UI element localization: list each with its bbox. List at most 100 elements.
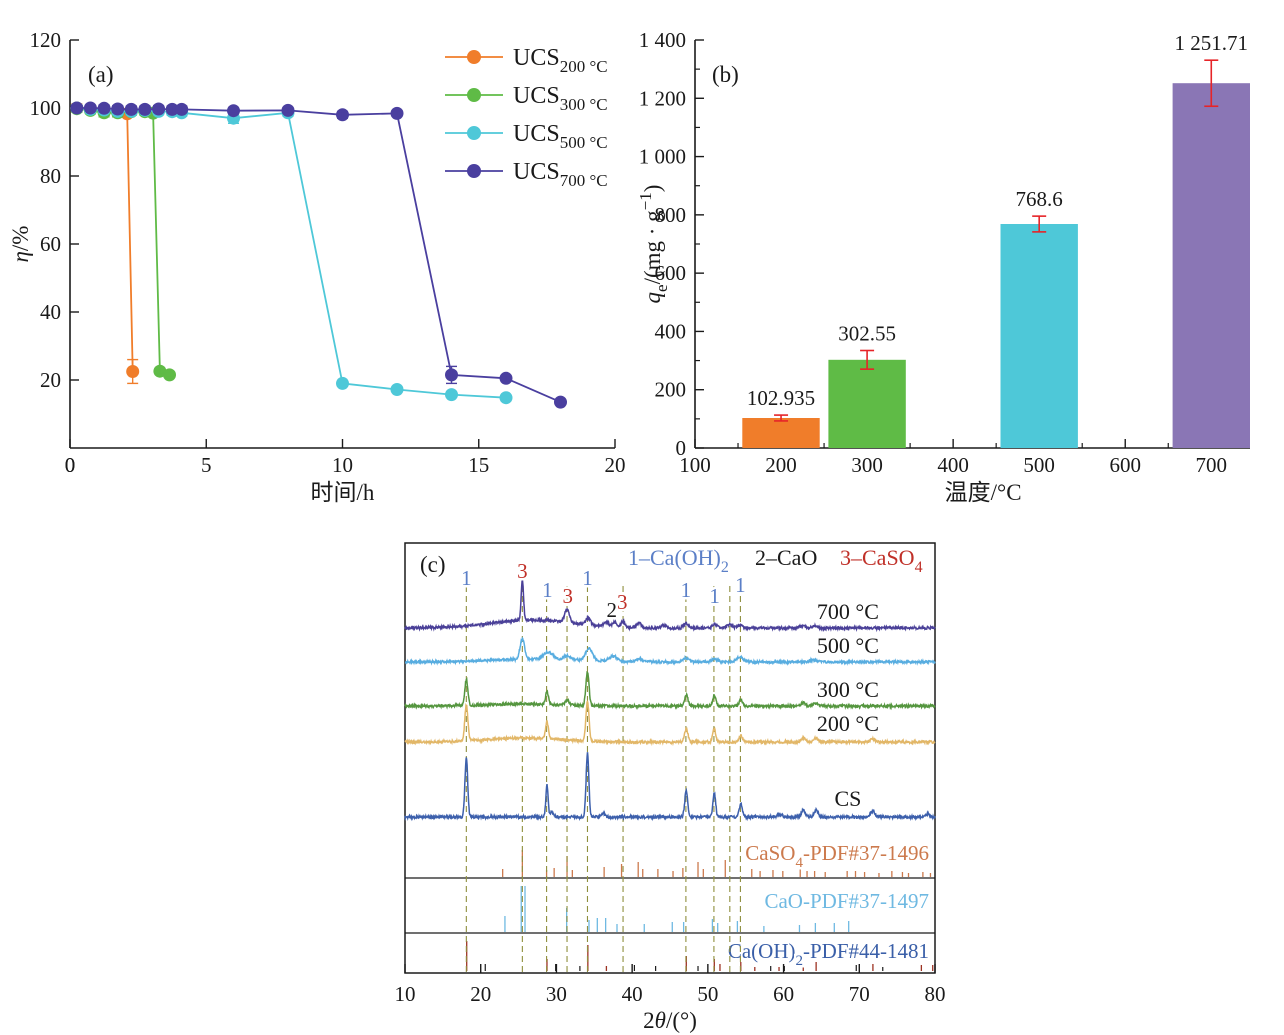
- x-tick-label: 30: [546, 982, 567, 1006]
- y-tick-label: 1 000: [639, 145, 686, 169]
- y-tick-label: 1 200: [639, 86, 686, 110]
- peak-number-label: 3: [563, 584, 574, 608]
- ref-pattern-label: CaSO4-PDF#37-1496: [745, 841, 929, 871]
- bar-group-200: 102.935: [742, 386, 820, 448]
- ref-pattern-Ca(OH)2-PDF44-1481: Ca(OH)2-PDF#44-1481: [466, 937, 934, 972]
- legend-label: UCS700 °C: [513, 159, 608, 190]
- legend-item-UCS-300-°C: UCS300 °C: [445, 83, 608, 114]
- peak-number-label: 3: [517, 559, 528, 583]
- peak-number-label: 1: [461, 566, 472, 590]
- y-tick-label: 400: [655, 319, 687, 343]
- series-UCS-500-°C: [70, 101, 513, 405]
- y-axis-title: qe/(mg · g−1): [636, 185, 671, 304]
- series-line: [76, 107, 561, 403]
- peak-number-label: 1: [709, 584, 720, 608]
- x-tick-label: 400: [937, 453, 969, 477]
- series-line: [76, 107, 507, 399]
- phase-legend-item: 1–Ca(OH)2: [628, 545, 729, 576]
- phase-legend-item: 3–CaSO4: [840, 545, 923, 576]
- x-tick-label: 0: [65, 453, 76, 477]
- peak-number-label: 1: [582, 566, 593, 590]
- legend-item-UCS-700-°C: UCS700 °C: [445, 159, 608, 190]
- legend-label: UCS500 °C: [513, 121, 608, 152]
- legend-label: UCS200 °C: [513, 45, 608, 76]
- x-tick-label: 300: [851, 453, 883, 477]
- series-UCS-200-°C: [70, 101, 140, 385]
- xrd-curve-CS: [404, 752, 936, 822]
- xrd-curve-700-°C: [404, 578, 936, 633]
- y-tick-label: 0: [676, 436, 687, 460]
- x-tick-label: 40: [622, 982, 643, 1006]
- x-tick-label: 0: [65, 453, 76, 477]
- bar-value-label: 102.935: [747, 386, 815, 410]
- x-axis-title: 温度/°C: [945, 480, 1022, 505]
- legend-item-UCS-200-°C: UCS200 °C: [445, 45, 608, 76]
- peak-number-label: 1: [735, 573, 746, 597]
- xrd-curve-300-°C: [404, 670, 936, 711]
- bar-group-500: 768.6: [1000, 187, 1078, 448]
- y-tick-label: 100: [30, 96, 62, 120]
- panel-label-a: (a): [88, 62, 114, 87]
- peak-number-label: 2: [606, 598, 617, 622]
- y-tick-label: 40: [40, 300, 61, 324]
- bar-value-label: 768.6: [1016, 187, 1063, 211]
- bar-value-label: 302.55: [838, 322, 896, 346]
- x-tick-label: 80: [925, 982, 946, 1006]
- series-UCS-700-°C: [70, 101, 567, 409]
- series-UCS-300-°C: [70, 102, 176, 382]
- peak-number-label: 3: [617, 590, 628, 614]
- legend-marker: [467, 88, 481, 102]
- panel-c-xrd-chart: CaSO4-PDF#37-1496 CaO-PDF#37-1497 Ca(OH)2-…: [395, 542, 946, 1033]
- y-tick-label: 80: [40, 164, 61, 188]
- x-tick-label: 20: [605, 453, 626, 477]
- y-tick-label: 20: [40, 368, 61, 392]
- x-tick-label: 5: [201, 453, 212, 477]
- bar-group-300: 302.55: [828, 322, 906, 448]
- ref-pattern-label: CaO-PDF#37-1497: [764, 889, 929, 913]
- x-tick-label: 100: [679, 453, 711, 477]
- plot-border: [404, 542, 936, 974]
- phase-legend-item: 2–CaO: [755, 545, 817, 570]
- bar: [1000, 224, 1078, 448]
- x-tick-label: 20: [470, 982, 491, 1006]
- x-tick-label: 15: [468, 453, 489, 477]
- xrd-curve-200-°C: [404, 700, 936, 747]
- ref-pattern-label: Ca(OH)2-PDF#44-1481: [728, 939, 929, 969]
- x-tick-label: 50: [697, 982, 718, 1006]
- bar: [1172, 83, 1250, 448]
- y-tick-label: 800: [655, 203, 687, 227]
- bar: [742, 418, 820, 448]
- panel-label-b: (b): [712, 62, 739, 87]
- curve-label: 500 °C: [817, 633, 879, 658]
- y-tick-label: 200: [655, 378, 687, 402]
- x-tick-label: 70: [849, 982, 870, 1006]
- series-line: [76, 107, 134, 372]
- legend-label: UCS300 °C: [513, 83, 608, 114]
- ref-pattern-CaSO4-PDF37-1496: CaSO4-PDF#37-1496: [502, 839, 932, 877]
- peak-number-label: 1: [681, 578, 692, 602]
- series-line: [76, 107, 170, 376]
- xrd-curve-500-°C: [404, 636, 936, 666]
- legend-marker: [467, 164, 481, 178]
- y-tick-label: 120: [30, 28, 62, 52]
- curve-label: CS: [834, 786, 861, 811]
- x-tick-label: 500: [1023, 453, 1055, 477]
- bar-value-label: 1 251.71: [1175, 31, 1249, 55]
- x-tick-label: 60: [773, 982, 794, 1006]
- x-axis-title: 2θ/(°): [643, 1008, 697, 1033]
- legend-marker: [467, 126, 481, 140]
- bar: [828, 359, 906, 448]
- curve-label: 200 °C: [817, 711, 879, 736]
- bar-group-700: 1 251.71: [1172, 31, 1250, 448]
- x-axis-title: 时间/h: [311, 480, 375, 505]
- y-tick-label: 1 400: [639, 28, 686, 52]
- y-tick-label: 60: [40, 232, 61, 256]
- legend-marker: [467, 50, 481, 64]
- ref-pattern-CaO-PDF37-1497: CaO-PDF#37-1497: [504, 886, 932, 932]
- panel-label-c: (c): [420, 552, 446, 577]
- panel-a-line-chart: 0 5 10 15 20204060801001200时间/hη/%(a)UCS200 …: [8, 28, 626, 505]
- x-tick-label: 200: [765, 453, 797, 477]
- legend-item-UCS-500-°C: UCS500 °C: [445, 121, 608, 152]
